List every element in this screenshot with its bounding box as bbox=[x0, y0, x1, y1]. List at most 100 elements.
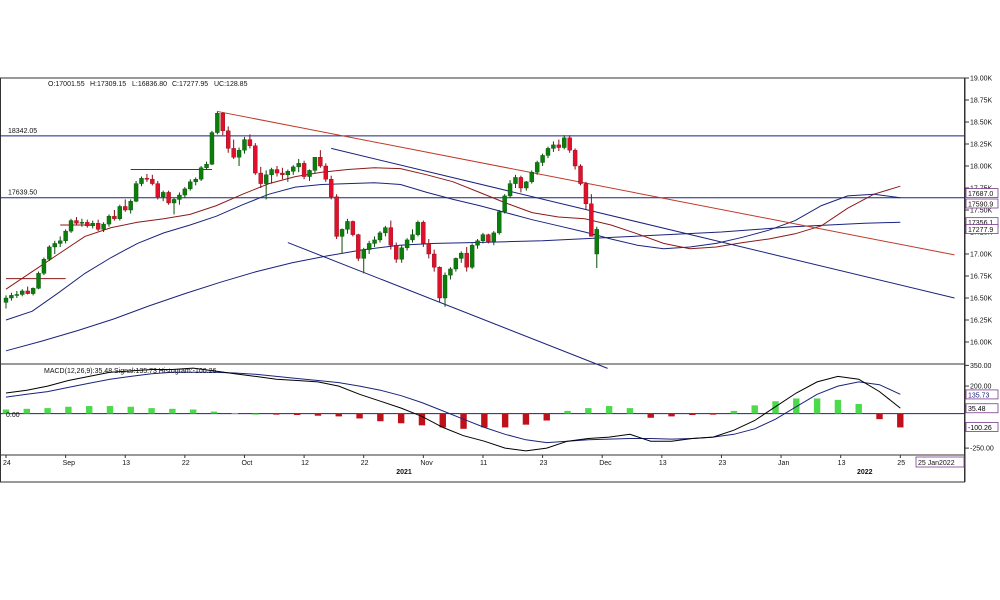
macd-line bbox=[5, 367, 901, 452]
macd-axis: 350.00200.0050.00-250.00135.7335.48-100.… bbox=[965, 363, 999, 453]
candle-body bbox=[529, 171, 534, 183]
candle-body bbox=[47, 246, 52, 260]
candle-body bbox=[155, 183, 160, 198]
candle-body bbox=[339, 229, 345, 237]
macd-histogram-bar bbox=[522, 413, 530, 425]
macd-histogram-bar bbox=[293, 413, 301, 416]
price-tick-label: 17.50K bbox=[970, 208, 993, 215]
macd-panel bbox=[0, 367, 965, 452]
candle-body bbox=[263, 174, 269, 184]
candle-body bbox=[388, 227, 394, 246]
date-axis: 24 Sep 13 22 Oct 12 22 Nov 11 23 Dec 13 23 Jan 13 25 202… bbox=[3, 455, 965, 476]
ohlc-change: UC:128.85 bbox=[214, 81, 248, 88]
candle-body bbox=[74, 220, 79, 224]
candle-body bbox=[572, 149, 578, 167]
candle-body bbox=[166, 192, 171, 204]
candle-body bbox=[231, 148, 236, 158]
candle-body bbox=[567, 137, 572, 151]
year-label: 2022 bbox=[857, 469, 873, 476]
candle-body bbox=[79, 222, 85, 224]
price-tick-label: 16.75K bbox=[970, 274, 993, 281]
candle-body bbox=[41, 259, 47, 274]
macd-histogram-bar bbox=[543, 413, 550, 421]
macd-histogram-bar bbox=[855, 403, 862, 414]
macd-histogram-bar bbox=[210, 411, 218, 414]
candle-body bbox=[9, 295, 14, 299]
candle-body bbox=[356, 234, 361, 259]
macd-histogram-bar bbox=[813, 398, 821, 414]
candle-body bbox=[68, 220, 74, 232]
macd-signal-line bbox=[5, 371, 901, 444]
candle-body bbox=[236, 149, 242, 158]
candle-body bbox=[188, 181, 193, 190]
candle-body bbox=[307, 170, 312, 177]
candle-body bbox=[383, 227, 388, 234]
candle-body bbox=[502, 195, 507, 212]
macd-tick-label: -250.00 bbox=[970, 446, 994, 453]
candle-body bbox=[193, 178, 198, 183]
macd-histogram-bar bbox=[460, 413, 467, 429]
price-tick-label: 16.50K bbox=[970, 296, 993, 303]
candle-body bbox=[123, 206, 128, 211]
candle-body bbox=[291, 166, 296, 172]
macd-histogram-bar bbox=[169, 408, 176, 414]
macd-histogram-bar bbox=[44, 408, 51, 414]
ma-short-line bbox=[5, 167, 901, 290]
candle-body bbox=[171, 199, 177, 204]
candle-body bbox=[350, 221, 356, 235]
candle-body bbox=[301, 163, 307, 177]
candle-body bbox=[377, 232, 383, 241]
candle-body bbox=[209, 132, 215, 165]
candle-body bbox=[497, 211, 502, 234]
macd-histogram-bar bbox=[148, 408, 155, 414]
candle-body bbox=[182, 188, 188, 196]
candle-body bbox=[117, 206, 123, 219]
candle-body bbox=[139, 178, 144, 184]
date-tick-label: 12 bbox=[301, 460, 309, 467]
macd-histogram-bar bbox=[189, 409, 197, 414]
candle-body bbox=[431, 253, 437, 268]
price-tag-label: 17687.0 bbox=[968, 191, 993, 198]
candle-body bbox=[269, 169, 274, 176]
price-tick-label: 18.00K bbox=[970, 164, 993, 171]
macd-tag-label: -100.26 bbox=[968, 425, 992, 432]
candle-body bbox=[475, 240, 480, 246]
date-tick-label: 24 bbox=[3, 460, 11, 467]
price-tag-label: 17277.9 bbox=[968, 227, 993, 234]
macd-histogram-bar bbox=[418, 413, 426, 426]
macd-zero-label: 0.00 bbox=[6, 412, 20, 419]
macd-histogram-bar bbox=[772, 401, 779, 414]
price-tag-box bbox=[965, 188, 999, 198]
price-tick-label: 17.00K bbox=[970, 252, 993, 259]
candle-body bbox=[177, 194, 182, 200]
macd-tag-box bbox=[965, 403, 999, 414]
level-label: 17639.50 bbox=[8, 190, 37, 197]
macd-histogram-bar bbox=[897, 413, 904, 428]
candle-body bbox=[372, 239, 377, 244]
price-axis: 19.00K18.75K18.50K18.25K18.00K17.75K17.5… bbox=[965, 76, 993, 347]
ema-mid-line bbox=[5, 182, 901, 321]
candle-body bbox=[198, 167, 204, 180]
macd-histogram-bar bbox=[793, 398, 800, 414]
macd-histogram-bar bbox=[335, 413, 342, 417]
macd-histogram-bar bbox=[751, 405, 758, 414]
macd-histogram-bar bbox=[709, 413, 717, 415]
candle-body bbox=[247, 139, 253, 146]
candle-body bbox=[160, 192, 166, 197]
candle-body bbox=[583, 183, 589, 205]
ohlc-high: H:17309.15 bbox=[90, 81, 126, 88]
macd-histogram-bar bbox=[106, 406, 114, 414]
candle-body bbox=[578, 165, 583, 184]
candle-body bbox=[421, 222, 426, 244]
moving-averages bbox=[5, 167, 901, 352]
macd-histogram-bar bbox=[481, 413, 488, 428]
date-tick-label: 11 bbox=[480, 460, 487, 467]
macd-histogram-bar bbox=[65, 406, 72, 414]
trend-line bbox=[331, 147, 955, 299]
candle-body bbox=[36, 273, 41, 289]
ohlc-low: L:16836.80 bbox=[132, 81, 167, 88]
macd-histogram-bar bbox=[668, 413, 675, 417]
macd-histogram-bar bbox=[501, 413, 509, 428]
macd-histogram-bar bbox=[834, 399, 842, 414]
